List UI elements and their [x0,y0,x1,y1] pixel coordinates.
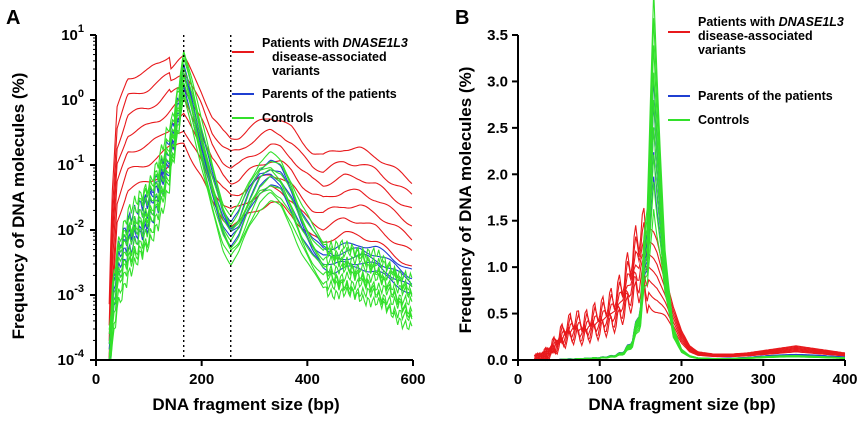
panel-a-ylabel: Frequency of DNA molecules (%) [9,73,28,340]
panel-b-y-tick-label: 3.0 [487,73,508,90]
panel-a-line-controls [108,67,413,355]
panel-b-line-parents [534,176,846,361]
panel-a-y-tick-label: 10-2 [58,218,84,239]
panel-b: B Frequency of DNA molecules (%) DNA fra… [455,0,858,414]
legend-patients-line3: variants [698,43,746,57]
panel-b-line-patients [533,260,846,362]
legend-label-parents: Parents of the patients [698,89,833,103]
panel-a-line-controls [108,52,413,335]
panel-a-line-controls [108,50,413,330]
panel-b-legend: Patients with DNASE1L3 disease-associate… [668,15,847,127]
panel-b-x-tick-label: 400 [832,371,857,388]
panel-b-line-patients [534,240,846,361]
panel-a-legend: Patients with DNASE1L3 disease-associate… [232,36,411,125]
panel-b-y-tick-label: 0.5 [487,306,508,323]
legend-patients-line2: disease-associated [272,50,387,64]
legend-label-controls: Controls [262,111,313,125]
panel-a-x-tick-label: 400 [295,371,320,388]
panel-b-line-controls [534,181,846,361]
panel-a-letter: A [6,7,20,29]
panel-a-line-patients [108,97,413,358]
legend-patients-line2: disease-associated [698,29,813,43]
panel-b-ylabel: Frequency of DNA molecules (%) [456,67,475,334]
panel-a-x-tick-label: 600 [400,371,425,388]
panel-b-y-tick-label: 3.5 [487,27,508,44]
panel-b-line-controls [534,99,845,361]
legend-patients-gene: DNASE1L3 [343,36,408,50]
panel-b-line-patients [534,253,846,361]
panel-a: A Frequency of DNA molecules (%) DNA fra… [6,7,426,414]
panel-a-line-controls [109,95,413,361]
panel-a-line-patients [108,86,413,341]
panel-a-y-tick-label: 10-3 [58,283,84,304]
panel-a-line-controls [109,91,413,361]
panel-a-line-patients [108,54,413,305]
legend-label-patients: Patients with DNASE1L3 disease-associate… [262,36,411,78]
legend-label-patients: Patients with DNASE1L3 disease-associate… [698,15,847,57]
panel-a-x-tick-label: 0 [92,371,100,388]
panel-a-x-tick-label: 200 [189,371,214,388]
panel-b-xlabel: DNA fragment size (bp) [588,395,775,414]
panel-b-y-tick-label: 2.0 [487,166,508,183]
legend-label-parents: Parents of the patients [262,87,397,101]
panel-b-line-controls [534,72,846,361]
legend-patients-prefix: Patients with [262,36,343,50]
panel-b-y-tick-label: 1.5 [487,213,508,230]
panel-b-axes: 0 100 200 300 400 0.0 0.5 1.0 1.5 2.0 2.5 3.0 3.5 [487,27,857,388]
panel-b-line-controls [534,18,846,361]
legend-label-controls: Controls [698,113,749,127]
panel-a-y-tick-label: 10-1 [58,153,84,174]
legend-patients-gene: DNASE1L3 [779,15,844,29]
panel-b-y-tick-label: 1.0 [487,259,508,276]
panel-a-y-tick-label: 10-4 [58,348,85,369]
panel-b-x-tick-label: 200 [669,371,694,388]
panel-b-line-patients [533,207,846,361]
panel-a-line-patients [108,71,413,326]
panel-b-x-tick-label: 100 [587,371,612,388]
panel-b-letter: B [455,7,469,29]
panel-b-line-controls [534,0,846,361]
panel-b-line-patients [534,222,846,361]
panel-b-line-parents [534,103,846,361]
legend-patients-prefix: Patients with [698,15,779,29]
legend-patients-line3: variants [272,64,320,78]
panel-b-y-tick-label: 0.0 [487,352,508,369]
panel-b-series-lines [533,0,846,362]
panel-a-y-tick-label: 100 [61,88,84,109]
panel-a-line-controls [108,73,413,359]
panel-b-line-parents [534,79,846,361]
panel-a-y-tick-label: 101 [61,23,84,44]
panel-b-x-tick-label: 300 [751,371,776,388]
panel-b-y-tick-label: 2.5 [487,120,508,137]
panel-a-xlabel: DNA fragment size (bp) [152,395,339,414]
panel-a-axes: 0 200 400 600 10-4 10-3 10-2 10-1 100 101 [58,23,426,388]
panel-a-series-lines [108,35,413,361]
panel-a-line-controls [108,75,413,361]
panel-b-line-controls [534,209,846,361]
panel-b-x-tick-label: 0 [514,371,522,388]
